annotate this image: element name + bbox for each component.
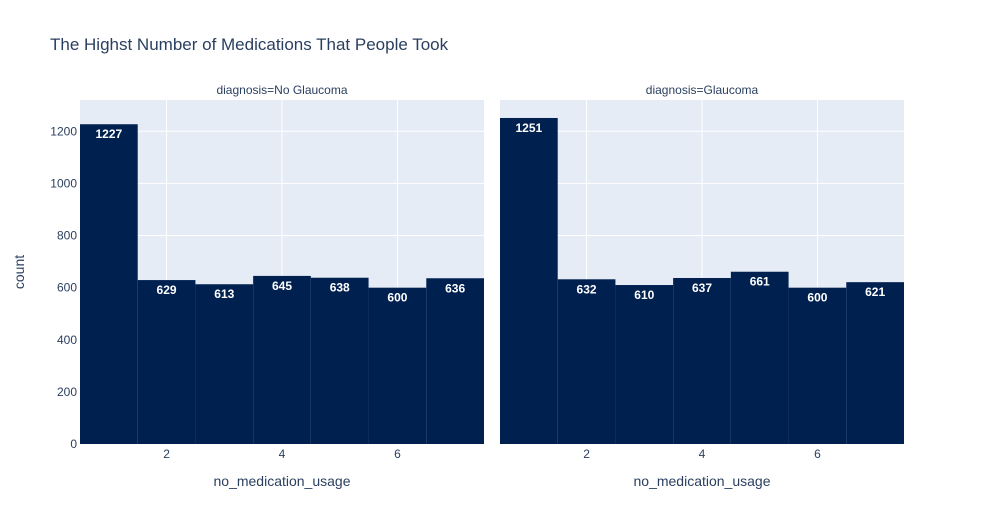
- histogram-bar[interactable]: [368, 287, 427, 444]
- y-axis-title: count: [11, 255, 27, 289]
- bar-value-label: 636: [445, 281, 465, 295]
- bar-value-label: 600: [387, 291, 407, 305]
- bar-value-label: 638: [330, 281, 350, 295]
- x-tick-label: 4: [279, 447, 286, 461]
- facet-title: diagnosis=No Glaucoma: [216, 83, 347, 97]
- histogram-bar[interactable]: [615, 285, 674, 444]
- facet-panel: 1251 632 610 637 661 600 621 2 4 6 diagnosis=Glauc…: [500, 83, 904, 489]
- y-tick-label: 600: [57, 281, 77, 295]
- y-tick-label: 200: [57, 385, 77, 399]
- bar-value-label: 1227: [96, 127, 123, 141]
- bar-value-label: 661: [750, 275, 770, 289]
- chart-title: The Highst Number of Medications That Pe…: [50, 35, 449, 54]
- histogram-bar[interactable]: [557, 279, 616, 444]
- y-tick-label: 1000: [50, 176, 77, 190]
- x-tick-label: 2: [583, 447, 590, 461]
- x-axis-title: no_medication_usage: [634, 473, 771, 489]
- histogram-bar[interactable]: [310, 277, 369, 444]
- histogram-bar[interactable]: [730, 271, 789, 444]
- histogram-bar[interactable]: [253, 275, 311, 444]
- bar-value-label: 1251: [516, 121, 543, 135]
- x-tick-label: 6: [814, 447, 821, 461]
- histogram-bar[interactable]: [80, 124, 138, 445]
- facet-panel: 1227 629 613 645 638 600 636 0 200 400 600 800 1000 1…: [50, 83, 484, 489]
- y-tick-label: 400: [57, 333, 77, 347]
- histogram-bar[interactable]: [426, 278, 484, 444]
- facet-panels: 1227 629 613 645 638 600 636 0 200 400 600 800 1000 1…: [50, 83, 904, 489]
- histogram-bar[interactable]: [788, 287, 847, 444]
- histogram-bar[interactable]: [500, 117, 558, 445]
- bar-value-label: 613: [214, 287, 234, 301]
- x-axis-title: no_medication_usage: [214, 473, 351, 489]
- bar-value-label: 637: [692, 281, 712, 295]
- facet-title: diagnosis=Glaucoma: [646, 83, 759, 97]
- y-tick-label: 0: [70, 437, 77, 451]
- bar-value-label: 645: [272, 279, 292, 293]
- bar-value-label: 621: [865, 285, 885, 299]
- histogram-bar[interactable]: [195, 284, 254, 444]
- bar-value-label: 632: [577, 282, 597, 296]
- histogram-bar[interactable]: [846, 282, 904, 444]
- histogram-bar[interactable]: [673, 277, 731, 444]
- y-tick-label: 1200: [50, 124, 77, 138]
- bar-value-label: 600: [807, 291, 827, 305]
- bar-value-label: 629: [157, 283, 177, 297]
- histogram-bar[interactable]: [137, 280, 196, 444]
- x-tick-label: 4: [699, 447, 706, 461]
- y-tick-label: 800: [57, 229, 77, 243]
- x-tick-label: 2: [163, 447, 170, 461]
- bar-value-label: 610: [634, 288, 654, 302]
- x-tick-label: 6: [394, 447, 401, 461]
